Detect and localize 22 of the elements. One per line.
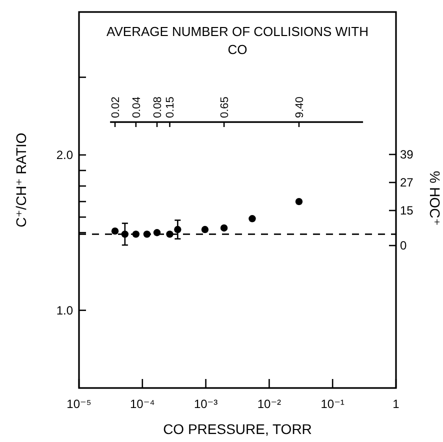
y-tick-label: 1.0	[56, 303, 74, 318]
y2-tick-label: 39	[400, 147, 414, 162]
y2-tick-label: 0	[400, 238, 407, 253]
annotation: 0.04	[130, 96, 143, 118]
annotation: 0.02	[110, 96, 122, 118]
y-tick-label: 2.0	[56, 148, 74, 162]
annotation: 0.08	[152, 96, 164, 118]
x-axis-title: CO PRESSURE, TORR	[163, 421, 312, 437]
annotation: 9.40	[294, 96, 306, 118]
annotation: 0.65	[219, 96, 232, 118]
x-tick-label: 10⁻³	[194, 397, 218, 411]
y-axis-title: C⁺/CH⁺ RATIO	[13, 132, 29, 228]
x-tick-label: 10⁻⁵	[66, 397, 92, 411]
y2-tick-label: 15	[400, 204, 414, 218]
x-tick-label: 1	[392, 397, 400, 411]
y2-tick-label: 27	[400, 175, 414, 190]
x-tick-label: 10⁻⁴	[130, 397, 155, 411]
annotation: AVERAGE NUMBER OF COLLISIONS WITH CO	[106, 24, 368, 57]
x-tick-label: 10⁻¹	[320, 397, 344, 411]
annotation: 0.15	[164, 96, 177, 118]
y2-axis-title: % HOC⁺	[427, 170, 443, 226]
x-tick-label: 10⁻²	[257, 397, 282, 411]
